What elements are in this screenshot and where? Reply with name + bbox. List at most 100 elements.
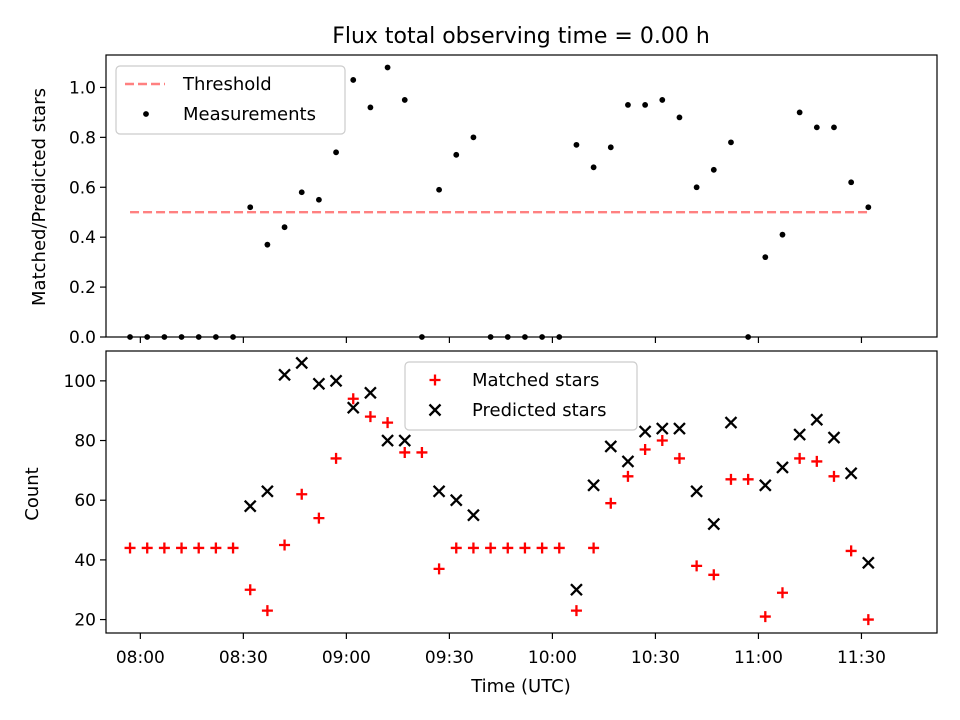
legend-matched-swatch	[429, 374, 441, 386]
measurement-point	[848, 179, 855, 186]
matched-star-point	[828, 470, 840, 482]
matched-star-point	[673, 452, 685, 464]
matched-star-point	[570, 605, 582, 617]
matched-star-point	[382, 417, 394, 429]
matched-star-point	[347, 393, 359, 405]
matched-star-point	[502, 542, 514, 554]
bottom-x-tick-label: 09:30	[425, 648, 474, 668]
predicted-star-point	[827, 431, 841, 444]
measurement-point	[659, 97, 666, 103]
bottom-y-tick-label: 20	[74, 611, 96, 631]
predicted-star-point	[862, 556, 875, 570]
matched-star-point	[433, 563, 445, 575]
predicted-star-point	[261, 484, 274, 498]
measurement-point	[436, 186, 442, 193]
matched-star-point	[553, 542, 565, 554]
measurement-point	[676, 114, 683, 121]
bottom-x-tick-label: 10:00	[528, 648, 577, 668]
top-y-tick-label: 0.2	[69, 278, 96, 298]
legend-label: Measurements	[183, 104, 316, 125]
matched-star-point	[296, 488, 308, 500]
predicted-star-point	[278, 368, 291, 382]
bottom-x-tick-label: 09:00	[322, 648, 371, 668]
matched-star-point	[725, 473, 737, 485]
matched-star-point	[811, 455, 823, 467]
measurement-point	[762, 254, 769, 261]
measurement-point	[333, 149, 339, 156]
top-chart-title: Flux total observing time = 0.00 h	[332, 24, 710, 49]
matched-star-point	[708, 569, 720, 581]
predicted-star-point	[398, 434, 412, 447]
matched-star-point	[158, 542, 170, 554]
matched-star-point	[176, 542, 188, 554]
matched-star-point	[845, 545, 857, 557]
measurement-point	[728, 139, 734, 146]
matched-star-point	[416, 446, 428, 458]
measurement-point	[607, 144, 614, 151]
matched-star-point	[210, 542, 222, 554]
measurement-point	[693, 184, 700, 191]
bottom-x-tick-label: 10:30	[631, 648, 680, 668]
legend-label: Predicted stars	[472, 400, 606, 421]
matched-star-point	[261, 605, 273, 617]
matched-star-point	[776, 587, 788, 599]
measurement-point	[264, 241, 271, 248]
measurement-point	[573, 141, 580, 148]
predicted-star-point	[707, 517, 721, 531]
measurement-point	[316, 196, 322, 203]
top-y-tick-label: 0.6	[69, 178, 96, 198]
predicted-star-point	[844, 467, 858, 480]
predicted-star-point	[381, 434, 394, 447]
measurement-point	[453, 151, 460, 158]
bottom-y-tick-label: 80	[74, 432, 96, 452]
bottom-y-tick-label: 100	[64, 372, 96, 392]
matched-star-point	[244, 584, 256, 596]
top-axes-frame	[105, 54, 938, 338]
matched-star-point	[656, 435, 668, 447]
matched-star-point	[794, 452, 806, 464]
measurement-point	[350, 77, 357, 83]
matched-star-point	[467, 542, 479, 554]
matched-star-point	[759, 611, 771, 623]
top-y-tick-label: 0.4	[69, 228, 96, 248]
bottom-axes-frame	[105, 350, 938, 634]
matched-star-point	[279, 539, 291, 551]
matched-star-point	[639, 443, 651, 455]
predicted-star-point	[604, 440, 618, 453]
legend-label: Matched stars	[472, 370, 599, 391]
matched-star-point	[330, 452, 342, 464]
bottom-y-axis-label: Count	[22, 467, 43, 520]
predicted-star-point	[570, 583, 583, 597]
bottom-x-tick-label: 11:00	[734, 648, 783, 668]
bottom-plot-area: 20 40 60 80 100 08:00 08:30 09:00 09:30 10:00 10:3…	[64, 350, 938, 668]
predicted-star-point	[346, 401, 360, 415]
bottom-x-tick-label: 11:30	[837, 648, 886, 668]
measurement-point	[470, 134, 477, 141]
predicted-star-point	[793, 428, 806, 441]
matched-star-point	[124, 542, 136, 554]
measurement-point	[813, 124, 820, 131]
measurement-point	[247, 204, 254, 211]
top-y-tick-label: 1.0	[69, 78, 96, 98]
matched-star-point	[485, 542, 497, 554]
matched-star-point	[227, 542, 239, 554]
predicted-star-point	[776, 461, 789, 474]
legend-label: Threshold	[182, 74, 272, 95]
top-y-tick-label: 0.8	[69, 128, 96, 148]
top-y-tick-label: 0.0	[69, 328, 96, 348]
measurement-point	[298, 189, 305, 196]
predicted-star-point	[295, 356, 309, 370]
matched-star-point	[691, 560, 703, 572]
predicted-star-point	[587, 478, 600, 492]
measurement-point	[401, 97, 408, 103]
predicted-star-point	[638, 425, 652, 438]
matched-star-point	[622, 470, 634, 482]
matched-star-point	[313, 512, 325, 524]
legend-predicted-swatch	[428, 403, 442, 417]
predicted-star-point	[364, 386, 377, 400]
matched-star-point	[141, 542, 153, 554]
matched-star-point	[588, 542, 600, 554]
top-plot-area: 0.0 0.2 0.4 0.6 0.8 1.0 Threshold Measurements	[69, 54, 938, 348]
predicted-star-point	[312, 377, 326, 391]
measurement-point	[779, 231, 786, 238]
